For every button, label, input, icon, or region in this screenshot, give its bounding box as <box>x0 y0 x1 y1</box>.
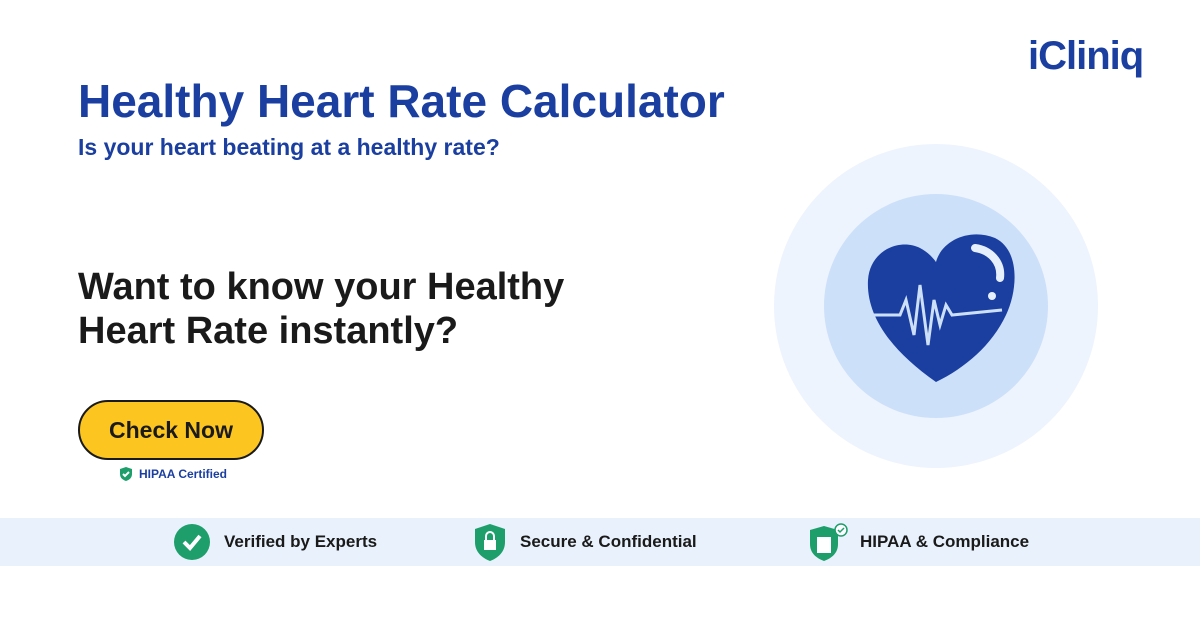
hipaa-badge: HIPAA Certified <box>118 466 227 482</box>
feature-text: HIPAA & Compliance <box>860 532 1030 551</box>
shield-icon <box>120 467 132 481</box>
feature-text: Verified by Experts <box>224 532 378 551</box>
brand-logo[interactable]: iCliniq <box>1028 34 1144 78</box>
feature: HIPAA & Compliance <box>808 522 1029 562</box>
subtitle: Is your heart beating at a healthy rate? <box>78 134 500 160</box>
feature: Secure & Confidential <box>472 522 697 562</box>
secure-icon <box>475 524 505 561</box>
verified-icon <box>174 524 210 560</box>
prompt: Want to know your Healthy Heart Rate ins… <box>78 266 565 352</box>
feature: Verified by Experts <box>172 522 377 562</box>
badge-text: HIPAA Certified <box>139 467 228 481</box>
compliance-icon <box>810 523 848 561</box>
heart-illustration <box>774 144 1098 468</box>
title: Healthy Heart Rate Calculator <box>78 75 725 127</box>
check-now-button[interactable]: Check Now <box>78 400 264 460</box>
feature-text: Secure & Confidential <box>520 532 697 551</box>
